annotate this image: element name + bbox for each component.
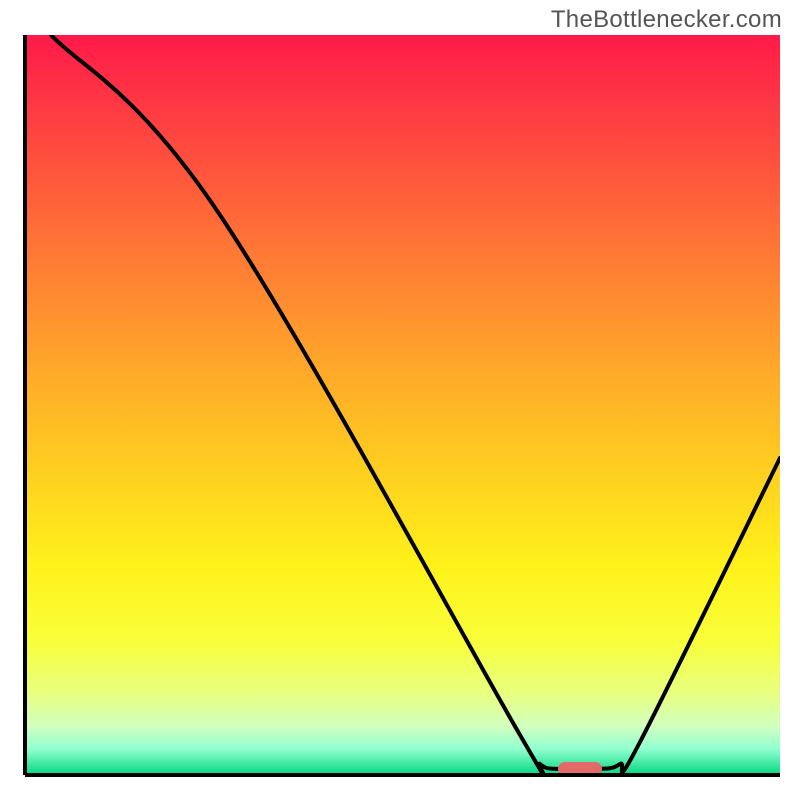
gradient-background xyxy=(25,35,780,775)
chart-svg xyxy=(0,0,800,800)
bottleneck-chart: TheBottlenecker.com xyxy=(0,0,800,800)
watermark-text: TheBottlenecker.com xyxy=(551,6,782,34)
